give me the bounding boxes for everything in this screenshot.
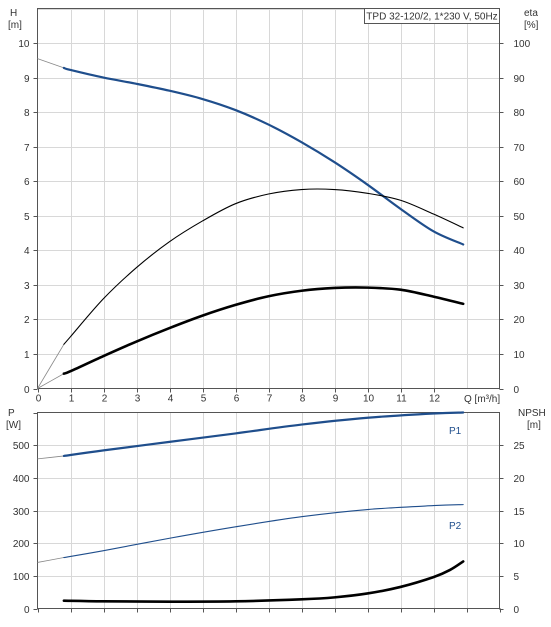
- y-left-top-tick-label: 0: [24, 385, 30, 396]
- y-left-bottom-tick-label: 300: [13, 507, 30, 518]
- y-right-top-tick-label: 20: [514, 315, 526, 326]
- y-left-top-tick-label: 2: [24, 315, 30, 326]
- series-extrapolation-h: [37, 58, 65, 69]
- y-right-top-tick-label: 90: [514, 74, 526, 85]
- series-lines: [37, 58, 465, 603]
- series-line-p2: [63, 504, 464, 559]
- y-left-unit-bottom: [W]: [6, 420, 21, 431]
- x-tick-label: 6: [234, 394, 240, 405]
- x-axis-title: Q [m³/h]: [464, 394, 500, 405]
- y-left-top-tick-label: 7: [24, 143, 30, 154]
- top-panel-grid: [37, 8, 500, 389]
- y-right-title-top: eta: [524, 8, 538, 19]
- y-right-top-tick-label: 0: [514, 385, 520, 396]
- y-left-top-tick-label: 9: [24, 74, 30, 85]
- series-line-h: [62, 66, 465, 246]
- x-tick-label: 7: [267, 394, 273, 405]
- y-left-unit-top: [m]: [8, 20, 22, 31]
- y-right-bottom-tick-label: 10: [514, 539, 526, 550]
- series-extrapolation-p2: [37, 557, 64, 563]
- y-right-bottom-tick-label: 0: [514, 605, 520, 616]
- y-right-top-tick-label: 80: [514, 108, 526, 119]
- y-left-bottom-tick-label: 200: [13, 539, 30, 550]
- x-tick-label: 4: [168, 394, 174, 405]
- tick-labels: 0 1 2 3 4 5 6 7 8 9 10 11 12012345678910010203040506…: [13, 39, 531, 616]
- series-label-p1: P1: [449, 426, 462, 437]
- y-right-bottom-tick-label: 20: [514, 474, 526, 485]
- y-right-unit-bottom: [m]: [527, 420, 541, 431]
- y-right-top-tick-label: 100: [514, 39, 531, 50]
- series-line-npsh: [62, 560, 465, 603]
- x-tick-label: 1: [69, 394, 75, 405]
- y-left-top-tick-label: 4: [24, 246, 30, 257]
- y-right-top-tick-label: 10: [514, 350, 526, 361]
- x-tick-label: 9: [333, 394, 339, 405]
- y-left-bottom-tick-label: 0: [24, 605, 30, 616]
- info-box-text: TPD 32-120/2, 1*230 V, 50Hz: [366, 12, 497, 23]
- y-right-top-tick-label: 40: [514, 246, 526, 257]
- y-left-top-tick-label: 8: [24, 108, 30, 119]
- y-left-bottom-tick-label: 100: [13, 572, 30, 583]
- y-right-bottom-tick-label: 25: [514, 441, 526, 452]
- axis-ticks: [33, 43, 504, 613]
- y-right-top-tick-label: 60: [514, 177, 526, 188]
- series-line-eta: [63, 188, 464, 345]
- series-line-eta-total: [62, 286, 465, 375]
- series-extrapolation-eta: [37, 344, 65, 389]
- y-right-title-bottom: NPSH: [518, 408, 546, 419]
- y-left-bottom-tick-label: 400: [13, 474, 30, 485]
- y-right-unit-top: [%]: [524, 20, 539, 31]
- y-right-top-tick-label: 30: [514, 281, 526, 292]
- y-right-bottom-tick-label: 15: [514, 507, 526, 518]
- series-extrapolation-eta-total: [37, 373, 65, 389]
- x-tick-label: 11: [396, 394, 407, 405]
- series-line-p1: [62, 411, 465, 458]
- y-left-top-tick-label: 1: [24, 350, 30, 361]
- y-left-title-top: H: [10, 8, 17, 19]
- y-left-bottom-tick-label: 500: [13, 441, 30, 452]
- series-extrapolation-p1: [37, 455, 64, 460]
- x-tick-label: 12: [429, 394, 441, 405]
- y-left-top-tick-label: 6: [24, 177, 30, 188]
- y-left-top-tick-label: 3: [24, 281, 30, 292]
- info-box: [364, 8, 500, 24]
- y-right-bottom-tick-label: 5: [514, 572, 520, 583]
- x-tick-label: 8: [300, 394, 306, 405]
- x-tick-label: 10: [363, 394, 375, 405]
- y-left-top-tick-label: 5: [24, 212, 30, 223]
- x-tick-label: 3: [135, 394, 141, 405]
- x-tick-label: 5: [201, 394, 207, 405]
- bottom-panel-frame: [37, 412, 500, 609]
- top-panel-frame: [37, 8, 500, 389]
- x-tick-label: 2: [102, 394, 108, 405]
- x-tick-label: 0: [36, 394, 42, 405]
- y-left-title-bottom: P: [8, 408, 15, 419]
- y-right-top-tick-label: 70: [514, 143, 526, 154]
- y-right-top-tick-label: 50: [514, 212, 526, 223]
- y-left-top-tick-label: 10: [18, 39, 30, 50]
- series-label-p2: P2: [449, 521, 462, 532]
